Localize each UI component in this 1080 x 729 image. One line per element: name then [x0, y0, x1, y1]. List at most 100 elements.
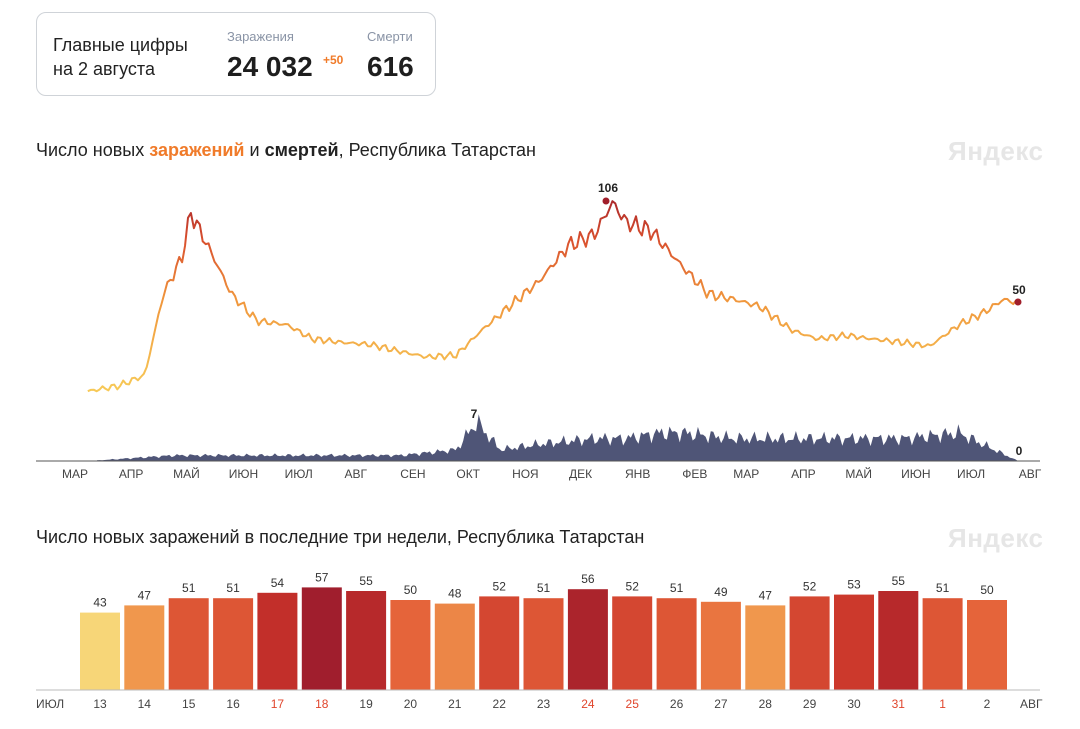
- month-label: АВГ: [345, 467, 368, 481]
- yandex-watermark-top: Яндекс: [948, 136, 1044, 166]
- bar-1: [922, 598, 963, 690]
- month-label: ИЮН: [229, 467, 258, 481]
- main-title-part2: и: [244, 140, 265, 160]
- month-label: НОЯ: [512, 467, 538, 481]
- summary-caption-line1: Главные цифры: [53, 35, 188, 55]
- peak-infections-dot: [602, 197, 610, 205]
- bar-category-label: 16: [226, 697, 240, 711]
- bar-value-label: 56: [581, 572, 595, 586]
- last-infections-dot: [1014, 298, 1022, 306]
- bar-value-label: 51: [670, 581, 684, 595]
- month-label: ФЕВ: [682, 467, 707, 481]
- bar-value-label: 52: [803, 579, 817, 593]
- peak-infections-label: 106: [598, 181, 618, 195]
- bar-category-label: 24: [581, 697, 595, 711]
- bar-23: [523, 598, 564, 690]
- bar-2: [967, 600, 1007, 690]
- bar-value-label: 43: [93, 596, 107, 610]
- bar-26: [656, 598, 697, 690]
- bar-category-label: 15: [182, 697, 196, 711]
- bar-category-label: 30: [847, 697, 861, 711]
- infections-value: 24 032: [227, 51, 313, 82]
- bar-27: [700, 601, 741, 690]
- bar-value-label: 53: [847, 578, 861, 592]
- bar-value-label: 55: [359, 574, 373, 588]
- month-label: МАЙ: [845, 466, 872, 481]
- bar-value-label: 49: [714, 585, 728, 599]
- bar-14: [124, 605, 165, 690]
- deaths-area-layer: [97, 414, 1018, 461]
- bar-category-label: 13: [93, 697, 107, 711]
- bar-31: [878, 591, 919, 690]
- bar-category-label: 29: [803, 697, 817, 711]
- bar-category-label: 31: [892, 697, 906, 711]
- main-chart-title: Число новых заражений и смертей, Республ…: [36, 140, 536, 161]
- bar-value-label: 48: [448, 587, 462, 601]
- deaths-series-area: [97, 414, 1018, 461]
- bar-15: [168, 598, 209, 690]
- main-title-infections: заражений: [149, 140, 245, 160]
- bar-category-label: 2: [984, 697, 991, 711]
- month-label: ЯНВ: [625, 467, 650, 481]
- bar-category-label: 14: [138, 697, 152, 711]
- bars-layer: 4313471451155116541757185519502048215222…: [80, 570, 1007, 711]
- peak-deaths-label: 7: [471, 407, 478, 421]
- bar-chart: 4313471451155116541757185519502048215222…: [36, 570, 1043, 711]
- month-axis-labels: МАР АПР МАЙ ИЮН ИЮЛ АВГ СЕН ОКТ НОЯ ДЕК ЯНВ ФЕВ МАР А…: [62, 466, 1042, 481]
- main-title-deaths: смертей: [264, 140, 339, 160]
- bar-axis-end-label: АВГ: [1020, 697, 1043, 711]
- main-line-chart: МАР АПР МАЙ ИЮН ИЮЛ АВГ СЕН ОКТ НОЯ ДЕК ЯНВ ФЕВ МАР А…: [36, 181, 1042, 481]
- bar-value-label: 52: [626, 579, 640, 593]
- summary-caption-line2: на 2 августа: [53, 59, 155, 79]
- bar-22: [479, 596, 520, 690]
- bar-17: [257, 592, 298, 690]
- month-label: СЕН: [400, 467, 425, 481]
- bar-13: [80, 612, 120, 690]
- month-label: АВГ: [1019, 467, 1042, 481]
- month-label: МАЙ: [173, 466, 200, 481]
- bar-value-label: 52: [493, 579, 507, 593]
- bar-24: [567, 589, 608, 690]
- bar-category-label: 22: [493, 697, 507, 711]
- bar-value-label: 50: [404, 583, 418, 597]
- infections-delta: +50: [323, 53, 344, 67]
- bar-category-label: 26: [670, 697, 684, 711]
- month-label: ДЕК: [569, 467, 592, 481]
- month-label: АПР: [119, 467, 144, 481]
- bar-category-label: 25: [626, 697, 640, 711]
- month-label: МАР: [733, 467, 759, 481]
- month-label: АПР: [791, 467, 816, 481]
- bar-18: [301, 587, 342, 690]
- bar-category-label: 18: [315, 697, 329, 711]
- bar-value-label: 47: [138, 588, 152, 602]
- infections-label: Заражения: [227, 29, 294, 44]
- bar-value-label: 51: [182, 581, 196, 595]
- main-title-part3: , Республика Татарстан: [338, 140, 536, 160]
- bar-value-label: 47: [759, 588, 773, 602]
- month-label: ИЮЛ: [285, 467, 313, 481]
- bar-29: [789, 596, 830, 690]
- bar-category-label: 21: [448, 697, 462, 711]
- bar-20: [390, 600, 431, 690]
- bar-value-label: 50: [980, 583, 994, 597]
- month-label: МАР: [62, 467, 88, 481]
- bar-value-label: 57: [315, 570, 329, 584]
- last-deaths-label: 0: [1016, 444, 1023, 458]
- bar-category-label: 28: [759, 697, 773, 711]
- month-label: ОКТ: [456, 467, 480, 481]
- bar-28: [745, 605, 786, 690]
- bar-category-label: 17: [271, 697, 285, 711]
- bar-value-label: 51: [936, 581, 950, 595]
- bar-16: [213, 598, 254, 690]
- month-label: ИЮН: [901, 467, 930, 481]
- summary-caption: Главные цифры на 2 августа: [53, 33, 213, 81]
- bar-value-label: 54: [271, 576, 285, 590]
- bar-21: [434, 603, 475, 690]
- deaths-label: Смерти: [367, 29, 413, 44]
- bar-category-label: 27: [714, 697, 728, 711]
- bar-19: [346, 591, 387, 690]
- deaths-value: 616: [367, 51, 414, 82]
- bar-category-label: 23: [537, 697, 551, 711]
- bar-value-label: 51: [537, 581, 551, 595]
- bar-category-label: 20: [404, 697, 418, 711]
